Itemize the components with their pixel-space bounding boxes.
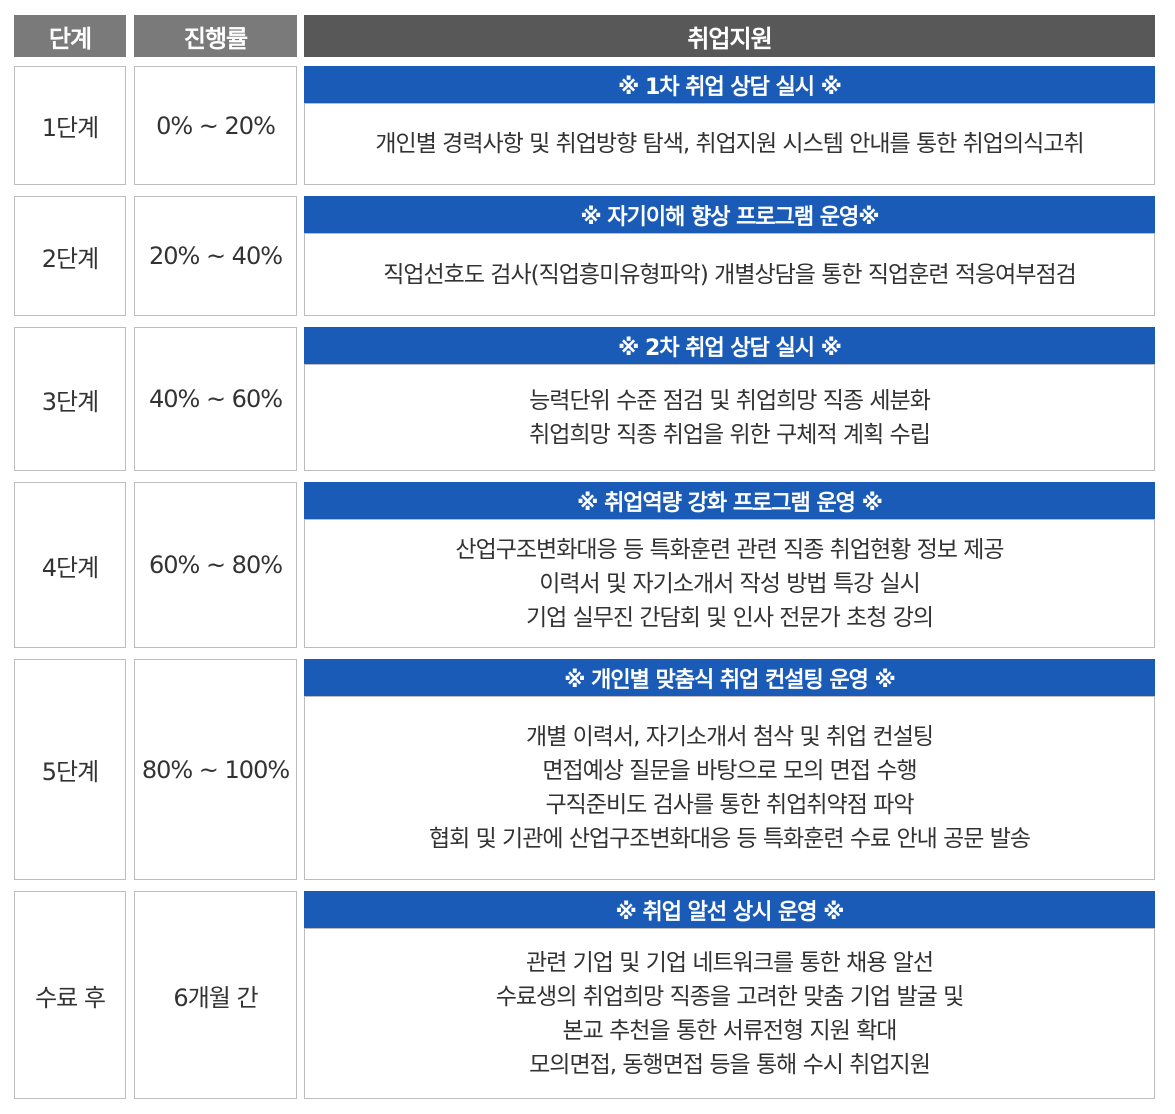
support-title-bar: ※ 취업 알선 상시 운영 ※ xyxy=(304,891,1155,929)
description-line: 면접예상 질문을 바탕으로 모의 면접 수행 xyxy=(542,758,917,784)
support-title-bar: ※ 2차 취업 상담 실시 ※ xyxy=(304,327,1155,365)
support-title-bar: ※ 취업역량 강화 프로그램 운영 ※ xyxy=(304,482,1155,520)
support-description: 직업선호도 검사(직업흥미유형파악) 개별상담을 통한 직업훈련 적응여부점검 xyxy=(304,233,1155,316)
description-line: 이력서 및 자기소개서 작성 방법 특강 실시 xyxy=(539,570,921,597)
support-title-bar: ※ 개인별 맞춤식 취업 컨설팅 운영 ※ xyxy=(304,659,1155,697)
description-line: 본교 추천을 통한 서류전형 지원 확대 xyxy=(562,1017,898,1044)
progress-cell: 0% ~ 20% xyxy=(134,66,297,185)
description-line: 개인별 경력사항 및 취업방향 탐색, 취업지원 시스템 안내를 통한 취업의식… xyxy=(375,131,1084,157)
description-line: 구직준비도 검사를 통한 취업취약점 파악 xyxy=(545,792,915,818)
progress-cell: 80% ~ 100% xyxy=(134,659,297,880)
description-line: 취업희망 직종 취업을 위한 구체적 계획 수립 xyxy=(529,421,931,448)
stage-cell: 4단계 xyxy=(14,482,126,648)
description-line: 협회 및 기관에 산업구조변화대응 등 특화훈련 수료 안내 공문 발송 xyxy=(428,826,1031,852)
table-row: 5단계 80% ~ 100% ※ 개인별 맞춤식 취업 컨설팅 운영 ※ 개별 이력서… xyxy=(0,659,1175,880)
description-line: 능력단위 수준 점검 및 취업희망 직종 세분화 xyxy=(529,387,931,414)
stage-header: 단계 xyxy=(14,15,126,57)
support-header: 취업지원 xyxy=(304,15,1155,57)
description-line: 모의면접, 동행면접 등을 통해 수시 취업지원 xyxy=(529,1051,931,1078)
table-row: 3단계 40% ~ 60% ※ 2차 취업 상담 실시 ※ 능력단위 수준 점검 및 … xyxy=(0,327,1175,471)
support-title-bar: ※ 1차 취업 상담 실시 ※ xyxy=(304,66,1155,104)
stage-cell: 2단계 xyxy=(14,196,126,316)
progress-cell: 20% ~ 40% xyxy=(134,196,297,316)
table-row: 2단계 20% ~ 40% ※ 자기이해 향상 프로그램 운영※ 직업선호도 검사(직… xyxy=(0,196,1175,316)
description-line: 수료생의 취업희망 직종을 고려한 맞춤 기업 발굴 및 xyxy=(495,983,965,1010)
progress-cell: 60% ~ 80% xyxy=(134,482,297,648)
stage-cell: 1단계 xyxy=(14,66,126,185)
table-row: 1단계 0% ~ 20% ※ 1차 취업 상담 실시 ※ 개인별 경력사항 및 취업방… xyxy=(0,66,1175,185)
progress-header: 진행률 xyxy=(134,15,297,57)
description-line: 관련 기업 및 기업 네트워크를 통한 채용 알선 xyxy=(525,949,934,976)
stage-cell: 5단계 xyxy=(14,659,126,880)
progress-cell: 6개월 간 xyxy=(134,891,297,1099)
description-line: 직업선호도 검사(직업흥미유형파악) 개별상담을 통한 직업훈련 적응여부점검 xyxy=(383,261,1077,288)
support-title-bar: ※ 자기이해 향상 프로그램 운영※ xyxy=(304,196,1155,234)
description-line: 개별 이력서, 자기소개서 첨삭 및 취업 컨설팅 xyxy=(525,724,934,750)
stage-cell: 수료 후 xyxy=(14,891,126,1099)
description-line: 기업 실무진 간담회 및 인사 전문가 초청 강의 xyxy=(525,604,934,631)
progress-cell: 40% ~ 60% xyxy=(134,327,297,471)
description-line: 산업구조변화대응 등 특화훈련 관련 직종 취업현황 정보 제공 xyxy=(455,536,1004,563)
support-description: 개인별 경력사항 및 취업방향 탐색, 취업지원 시스템 안내를 통한 취업의식… xyxy=(304,103,1155,185)
stage-cell: 3단계 xyxy=(14,327,126,471)
table-row: 4단계 60% ~ 80% ※ 취업역량 강화 프로그램 운영 ※ 산업구조변화대응 … xyxy=(0,482,1175,648)
table-row: 수료 후 6개월 간 ※ 취업 알선 상시 운영 ※ 관련 기업 및 기업 네트워크를… xyxy=(0,891,1175,1099)
